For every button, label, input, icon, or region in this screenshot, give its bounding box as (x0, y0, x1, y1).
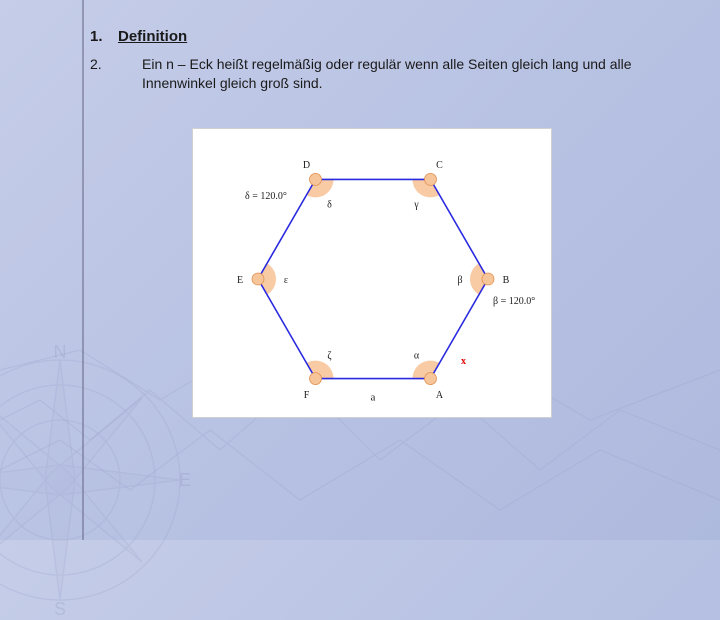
vertical-rule (82, 0, 84, 540)
svg-text:x: x (461, 356, 466, 367)
svg-text:ζ: ζ (327, 350, 331, 361)
text-block: 1. Definition 2. Ein n – Eck heißt regel… (90, 28, 690, 93)
svg-text:S: S (54, 599, 66, 619)
compass-watermark: N E S W (0, 340, 200, 620)
svg-text:δ = 120.0°: δ = 120.0° (245, 191, 287, 202)
list-number-2: 2. (90, 55, 118, 74)
svg-text:γ: γ (413, 200, 419, 211)
svg-text:E: E (237, 275, 243, 286)
svg-text:D: D (303, 160, 310, 171)
svg-text:E: E (179, 470, 191, 490)
svg-text:B: B (503, 275, 510, 286)
definition-heading: Definition (118, 28, 187, 45)
svg-text:F: F (304, 390, 310, 401)
svg-text:δ: δ (327, 200, 332, 211)
svg-text:A: A (436, 390, 444, 401)
svg-text:β: β (457, 275, 462, 286)
svg-text:a: a (371, 392, 376, 404)
hexagon-figure: B C D E F A β γ δ ε ζ α δ = 120.0° β = 120.0° a x (192, 128, 552, 418)
list-number-1: 1. (90, 28, 118, 45)
svg-text:β = 120.0°: β = 120.0° (493, 296, 535, 307)
svg-text:α: α (414, 350, 420, 361)
svg-text:C: C (436, 160, 443, 171)
svg-text:N: N (54, 342, 67, 362)
definition-body: Ein n – Eck heißt regelmäßig oder regulä… (118, 55, 690, 93)
svg-text:ε: ε (284, 275, 288, 286)
